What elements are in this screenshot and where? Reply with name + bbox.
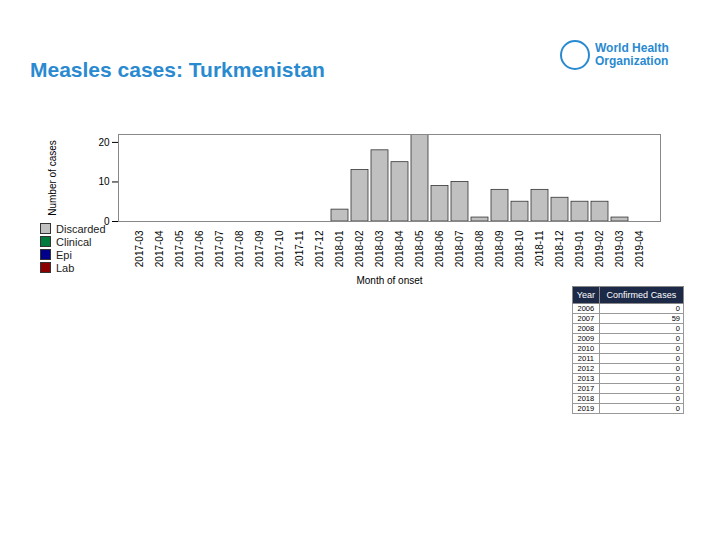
svg-text:2018-02: 2018-02: [354, 230, 365, 267]
svg-text:2017-05: 2017-05: [174, 230, 185, 267]
svg-text:2019-04: 2019-04: [634, 230, 645, 267]
html-text:2011: 2011: [577, 354, 594, 363]
html-text:Epi: Epi: [56, 248, 72, 261]
svg-text:2018-07: 2018-07: [454, 230, 465, 267]
html-text:2010: 2010: [577, 344, 595, 353]
html-text:2008: 2008: [577, 324, 595, 333]
svg-text:Number of cases: Number of cases: [47, 140, 58, 216]
html-text:0: 0: [675, 364, 680, 373]
html-text:0: 0: [675, 384, 680, 393]
svg-text:0: 0: [103, 215, 110, 227]
svg-text:2018-09: 2018-09: [494, 230, 505, 267]
html-text:0: 0: [675, 344, 680, 353]
html-text:2007: 2007: [577, 314, 595, 323]
svg-text:2018-06: 2018-06: [434, 230, 445, 267]
html-text:Discarded: Discarded: [56, 222, 106, 235]
html-text:Clinical: Clinical: [56, 235, 92, 248]
html-text:59: 59: [671, 314, 680, 323]
svg-text:Month of onset: Month of onset: [356, 275, 422, 286]
svg-text:2018-12: 2018-12: [554, 230, 565, 267]
html-text:Year: Year: [576, 290, 595, 300]
html-text:Confirmed Cases: Confirmed Cases: [606, 290, 677, 300]
html-text:0: 0: [675, 354, 680, 363]
svg-text:2017-08: 2017-08: [234, 230, 245, 267]
svg-text:2017-03: 2017-03: [134, 230, 145, 267]
svg-text:2017-09: 2017-09: [254, 230, 265, 267]
svg-text:2017-04: 2017-04: [154, 230, 165, 267]
html-text:2006: 2006: [577, 304, 595, 313]
html-text:2019: 2019: [577, 404, 595, 413]
svg-text:2017-11: 2017-11: [294, 230, 305, 266]
svg-text:2019-01: 2019-01: [574, 230, 585, 267]
html-text:0: 0: [675, 334, 680, 343]
html-text:2017: 2017: [577, 384, 595, 393]
html-text:Measles cases: Turkmenistan: Measles cases: Turkmenistan: [30, 58, 325, 81]
svg-text:2018-03: 2018-03: [374, 230, 385, 267]
html-text:0: 0: [675, 404, 680, 413]
svg-text:2018-08: 2018-08: [474, 230, 485, 267]
html-text:Lab: Lab: [56, 261, 75, 274]
html-text:0: 0: [675, 324, 680, 333]
html-text:World Health Organization: World Health Organization: [595, 41, 669, 68]
html-text:0: 0: [675, 304, 680, 313]
svg-text:2017-06: 2017-06: [194, 230, 205, 267]
html-text:2018: 2018: [577, 394, 595, 403]
svg-text:2018-04: 2018-04: [394, 230, 405, 267]
svg-text:2017-12: 2017-12: [314, 230, 325, 267]
svg-text:2019-03: 2019-03: [614, 230, 625, 267]
html-text:0: 0: [675, 374, 680, 383]
svg-text:2018-10: 2018-10: [514, 230, 525, 267]
svg-text:2018-05: 2018-05: [414, 230, 425, 267]
svg-text:2018-01: 2018-01: [334, 230, 345, 267]
html-text:2009: 2009: [577, 334, 595, 343]
svg-text:10: 10: [98, 176, 110, 187]
html-text:2012: 2012: [577, 364, 595, 373]
svg-text:2017-10: 2017-10: [274, 230, 285, 267]
html-text:0: 0: [675, 394, 680, 403]
svg-text:20: 20: [98, 137, 110, 148]
html-text:2013: 2013: [577, 374, 595, 383]
svg-text:2017-07: 2017-07: [214, 230, 225, 267]
svg-text:2019-02: 2019-02: [594, 230, 605, 267]
svg-text:2018-11: 2018-11: [534, 230, 545, 266]
